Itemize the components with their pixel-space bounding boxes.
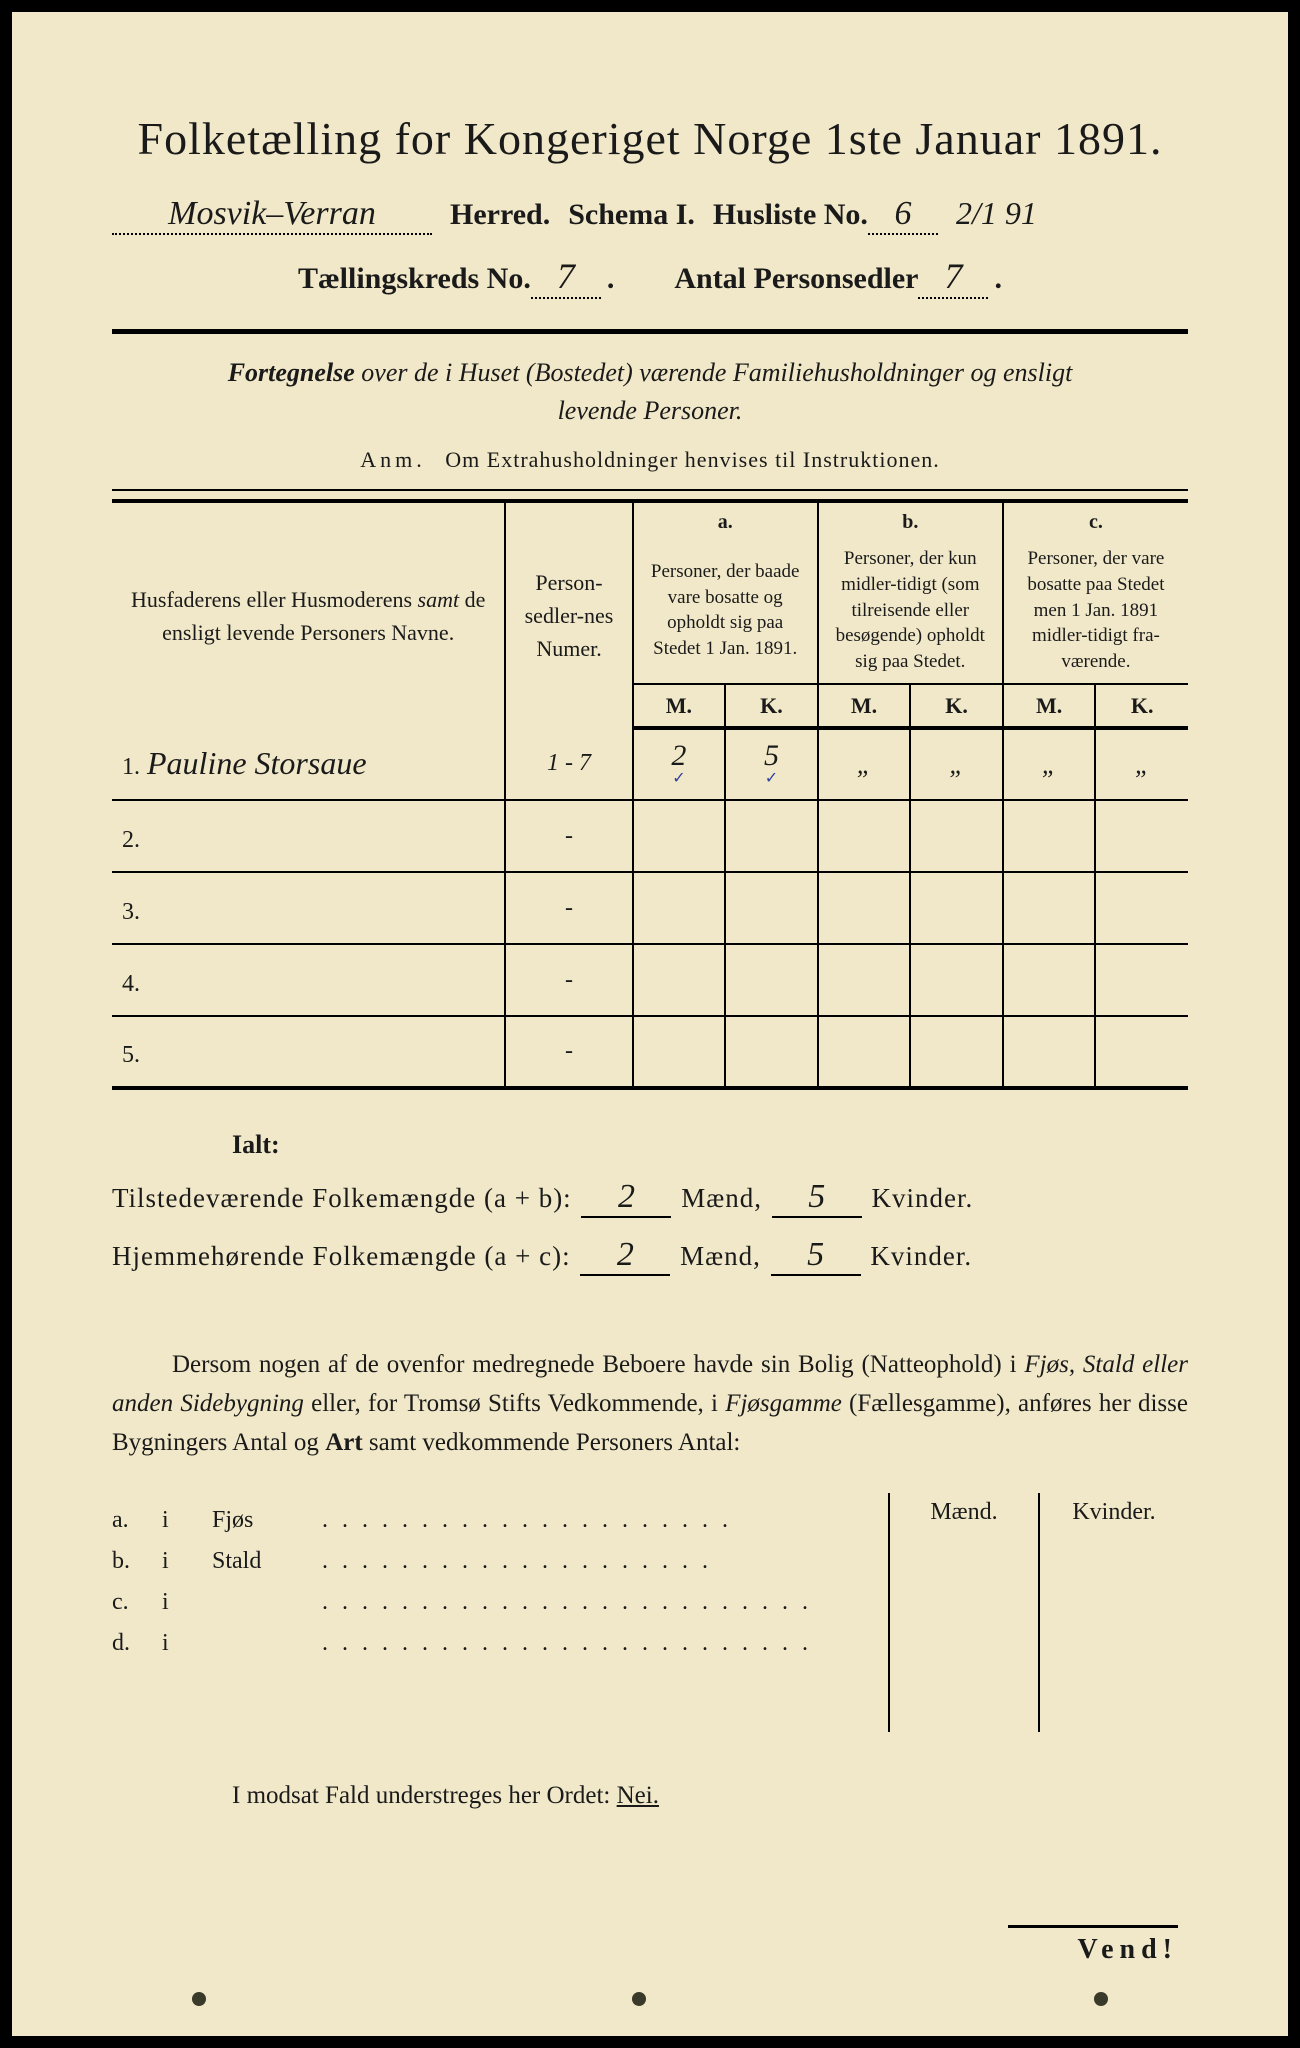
anm-text: Om Extrahusholdninger henvises til Instr… [445,447,939,472]
total-resident-k: 5 [771,1236,861,1276]
maend-label: Mænd, [680,1241,761,1271]
building-row: c.i. . . . . . . . . . . . . . . . . . .… [112,1589,888,1616]
col-a-letter: a. [633,501,818,538]
corner-date: 2/1 91 [956,195,1037,232]
mk-header: K. [725,684,818,729]
herred-label: Herred. [450,198,550,232]
kvinder-label: Kvinder. [870,1241,972,1271]
col-b-letter: b. [818,501,1003,538]
census-form-page: Folketælling for Kongeriget Norge 1ste J… [0,0,1300,2048]
husliste-label: Husliste No. [713,198,868,232]
col-num-header: Person-sedler-nes Numer. [505,501,632,728]
total-resident-label: Hjemmehørende Folkemængde (a + c): [112,1241,571,1271]
punch-hole [632,1992,646,2006]
total-resident: Hjemmehørende Folkemængde (a + c): 2 Mæn… [112,1236,1188,1276]
anm-line: Anm. Om Extrahusholdninger henvises til … [112,447,1188,473]
table-row: 5. - [112,1016,1188,1088]
herred-value: Mosvik–Verran [112,195,432,235]
col-name-header: Husfaderens eller Husmoderens samt de en… [112,501,505,728]
punch-hole [192,1992,206,2006]
page-title: Folketælling for Kongeriget Norge 1ste J… [112,112,1188,165]
table-row: 1. Pauline Storsaue1 - 72✓5✓„„„„ [112,728,1188,800]
building-row: d.i. . . . . . . . . . . . . . . . . . .… [112,1630,888,1657]
mk-header: M. [633,684,726,729]
kvinder-label: Kvinder. [871,1183,973,1213]
anm-lead: Anm. [360,447,426,472]
sedler-label: Antal Personsedler [674,262,918,296]
punch-hole [1094,1992,1108,2006]
header-row-1: Mosvik–Verran Herred. Schema I. Husliste… [112,195,1188,235]
subtitle: Fortegnelse over de i Huset (Bostedet) v… [112,354,1188,429]
nei-line: I modsat Fald understreges her Ordet: Ne… [112,1782,1188,1810]
building-row: a.iFjøs. . . . . . . . . . . . . . . . .… [112,1507,888,1534]
bottom-section: a.iFjøs. . . . . . . . . . . . . . . . .… [112,1493,1188,1732]
col-a-header: Personer, der baade vare bosatte og opho… [633,538,818,683]
col-c-letter: c. [1003,501,1188,538]
kvinder-header: Kvinder. [1040,1493,1188,1532]
sedler-value: 7 [918,255,988,299]
schema-label: Schema I. [568,198,695,232]
divider [112,489,1188,491]
mk-header: K. [910,684,1003,729]
maend-header: Mænd. [890,1493,1040,1532]
instruction-paragraph: Dersom nogen af de ovenfor medregnede Be… [112,1346,1188,1462]
kreds-value: 7 [531,255,601,299]
ialt-label: Ialt: [232,1130,1188,1160]
nei-pre: I modsat Fald understreges her Ordet: [232,1782,610,1809]
mk-header: K. [1095,684,1188,729]
table-row: 3. - [112,872,1188,944]
building-list: a.iFjøs. . . . . . . . . . . . . . . . .… [112,1493,888,1732]
mk-header: M. [818,684,911,729]
husliste-value: 6 [868,195,938,235]
total-present: Tilstedeværende Folkemængde (a + b): 2 M… [112,1178,1188,1218]
vend-label: Vend! [1008,1925,1178,1966]
building-row: b.iStald. . . . . . . . . . . . . . . . … [112,1548,888,1575]
maend-label: Mænd, [681,1183,762,1213]
col-b-header: Personer, der kun midler-tidigt (som til… [818,538,1003,683]
table-row: 2. - [112,800,1188,872]
nei-word: Nei. [617,1782,659,1809]
mk-header: M. [1003,684,1096,729]
census-table: Husfaderens eller Husmoderens samt de en… [112,499,1188,1090]
total-present-m: 2 [581,1178,671,1218]
total-present-label: Tilstedeværende Folkemængde (a + b): [112,1183,572,1213]
header-row-2: Tællingskreds No. 7 . Antal Personsedler… [112,255,1188,299]
col-c-header: Personer, der vare bosatte paa Stedet me… [1003,538,1188,683]
table-row: 4. - [112,944,1188,1016]
total-present-k: 5 [772,1178,862,1218]
total-resident-m: 2 [580,1236,670,1276]
kreds-label: Tællingskreds No. [298,262,531,296]
mk-columns: Mænd. Kvinder. [888,1493,1188,1732]
divider [112,329,1188,334]
